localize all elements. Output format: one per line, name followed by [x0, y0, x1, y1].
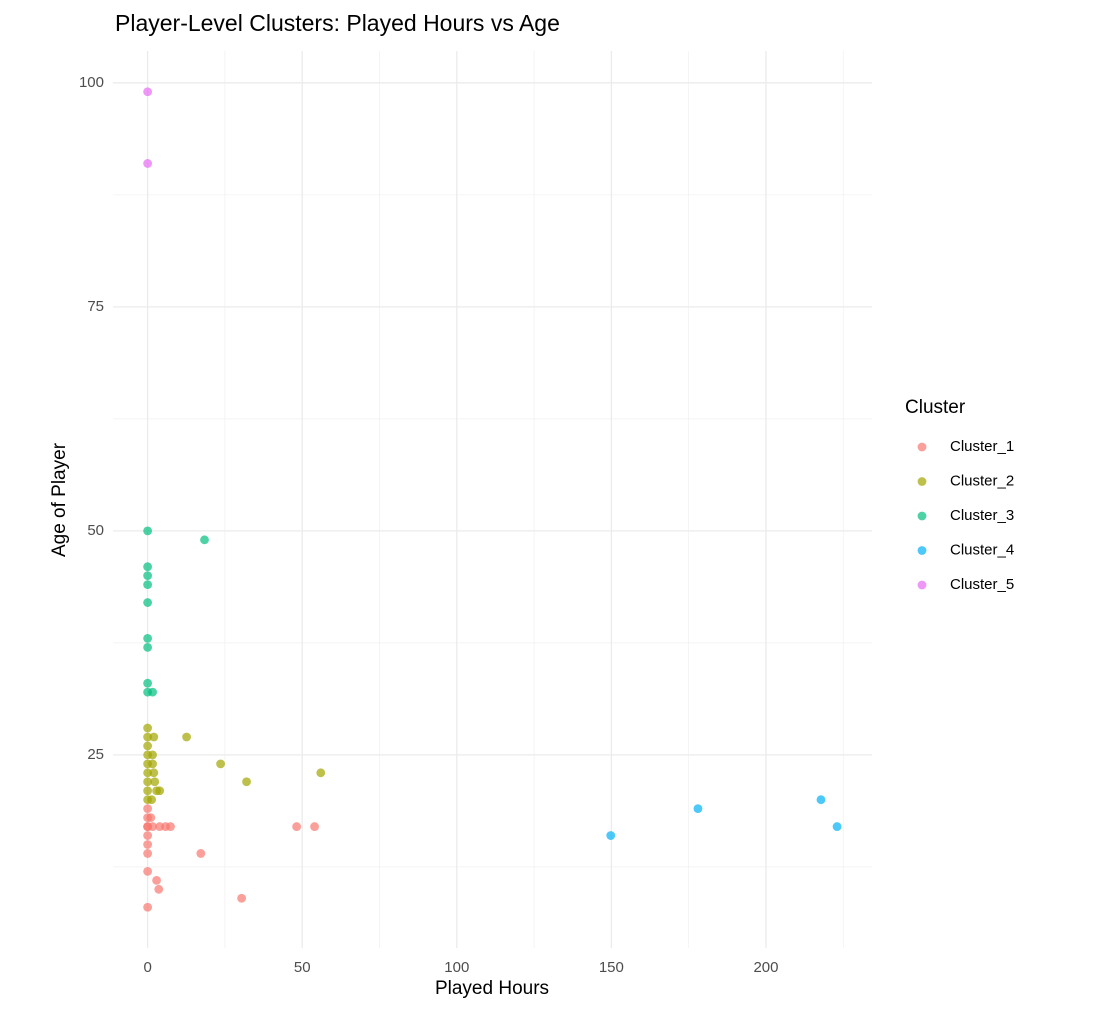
x-tick-label: 0	[143, 959, 151, 976]
point	[148, 750, 157, 760]
point	[316, 768, 326, 778]
point	[143, 840, 153, 849]
point	[143, 768, 153, 778]
point	[155, 786, 165, 796]
y-tick-label: 75	[87, 298, 104, 315]
point	[242, 777, 251, 787]
point	[832, 822, 842, 831]
point	[152, 875, 161, 885]
point	[143, 159, 153, 168]
legend-label: Cluster_1	[950, 438, 1014, 455]
point	[147, 795, 157, 805]
point	[143, 777, 153, 787]
legend-label: Cluster_3	[950, 507, 1014, 524]
point	[166, 822, 175, 831]
point	[149, 732, 159, 742]
point	[143, 87, 153, 97]
point	[200, 535, 209, 545]
legend-label: Cluster_2	[950, 472, 1014, 489]
point	[816, 795, 826, 805]
x-tick-label: 50	[294, 959, 311, 976]
x-tick-label: 100	[444, 959, 469, 976]
point	[143, 866, 153, 876]
point	[292, 822, 302, 831]
point	[143, 804, 153, 814]
legend-label: Cluster_5	[950, 576, 1014, 593]
point	[143, 580, 153, 590]
point	[606, 831, 616, 840]
legend-key	[917, 442, 927, 452]
point	[237, 893, 247, 903]
point	[143, 741, 153, 751]
point	[143, 723, 153, 733]
point	[143, 849, 153, 858]
y-axis-title: Age of Player	[49, 442, 70, 557]
point	[310, 822, 319, 831]
point	[143, 902, 153, 912]
point	[143, 786, 153, 796]
x-axis-title: Played Hours	[435, 978, 549, 999]
point	[143, 678, 153, 688]
point	[143, 642, 153, 652]
legend-title: Cluster	[905, 397, 966, 418]
point	[143, 571, 153, 581]
legend-key	[917, 477, 927, 486]
x-tick-label: 200	[753, 959, 778, 976]
y-tick-label: 25	[87, 746, 104, 763]
point	[143, 732, 153, 742]
point	[148, 822, 157, 831]
point	[143, 633, 153, 643]
point	[143, 562, 153, 572]
point	[143, 598, 153, 607]
legend-key	[917, 511, 927, 521]
y-tick-label: 50	[87, 522, 104, 539]
point	[196, 849, 206, 858]
point	[148, 687, 157, 697]
point	[154, 884, 164, 894]
point	[143, 526, 153, 536]
point	[143, 831, 153, 840]
point	[216, 759, 225, 769]
legend-label: Cluster_4	[950, 541, 1014, 558]
x-tick-label: 150	[599, 959, 624, 976]
y-tick-label: 100	[79, 74, 104, 91]
legend-key	[917, 546, 927, 555]
point	[693, 804, 703, 814]
legend-key	[917, 580, 927, 590]
chart-title: Player-Level Clusters: Played Hours vs A…	[115, 10, 560, 36]
point	[150, 777, 160, 787]
point	[182, 732, 191, 742]
point	[149, 768, 159, 778]
point	[146, 813, 156, 823]
point	[148, 759, 157, 769]
